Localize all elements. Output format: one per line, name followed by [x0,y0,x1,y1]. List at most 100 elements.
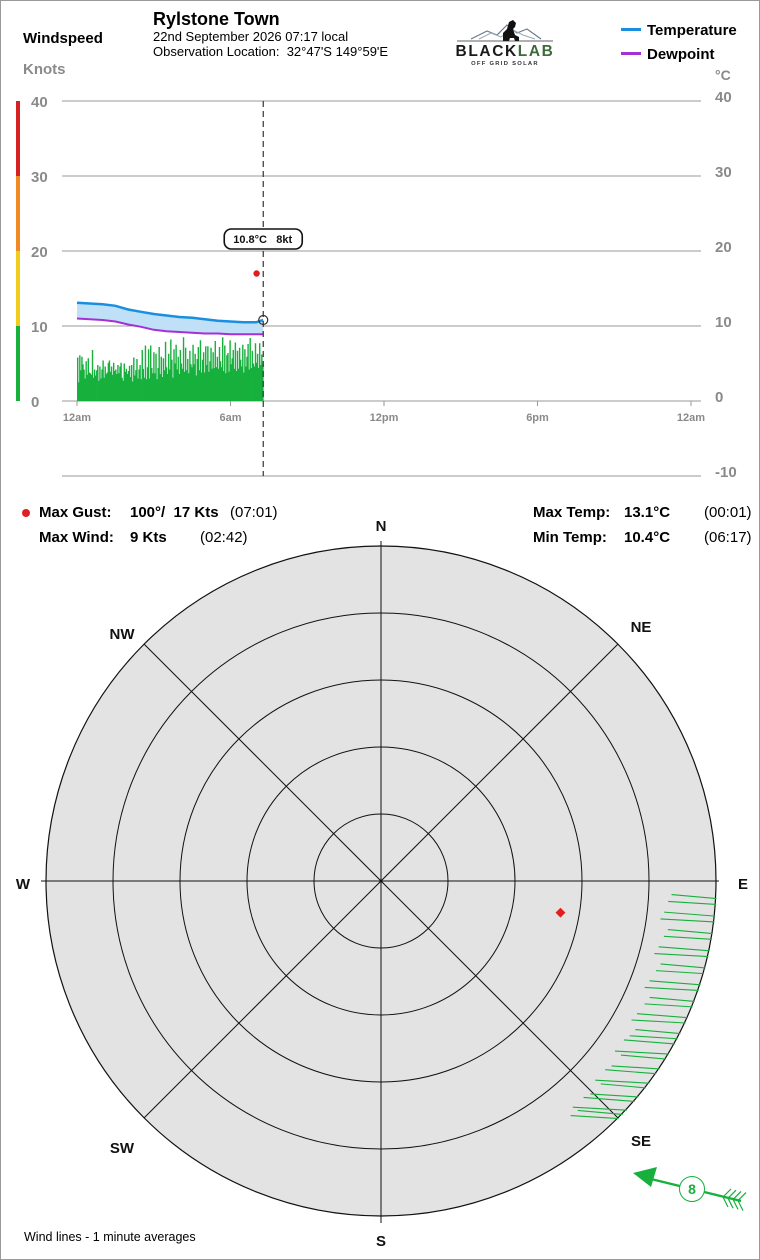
wind-bar-109 [192,344,194,401]
wind-bar-155 [241,366,243,401]
wind-bar-148 [233,368,236,401]
wind-bar-145 [230,364,232,401]
wind-bar-18 [96,370,98,401]
wind-bar-24 [102,360,104,401]
wind-bar-74 [155,353,157,401]
wind-bar-41 [120,362,122,401]
wind-line-17 [629,1035,678,1040]
wind-line-10 [649,980,701,986]
y-right-tick-4: 30 [715,164,732,181]
wind-bar-34 [112,362,115,401]
wind-bar-28 [106,372,109,401]
wind-bar-40 [119,366,121,401]
current-callout-wind: 8kt [276,234,292,246]
wind-bar-142 [227,353,229,401]
wind-bar-92 [174,363,176,401]
y-left-tick-4: 40 [31,94,48,111]
wind-bar-83 [164,341,167,401]
y-left-tick-2: 20 [31,244,48,261]
wind-bar-129 [213,368,215,401]
wind-bar-33 [111,374,114,401]
current-callout-temp: 10.8°C [233,234,267,246]
polar-ring-8 [313,813,449,949]
wind-bar-4 [81,356,83,401]
min-temp-time: (06:17) [704,529,752,546]
wind-bar-162 [248,369,250,401]
wind-line-27 [572,1106,627,1111]
wind-bar-167 [253,366,256,401]
wind-bar-86 [168,353,170,401]
min-temp-label: Min Temp: [533,529,607,546]
wind-bar-95 [177,356,179,401]
wind-bar-99 [181,368,184,401]
x-tick-2: 12pm [370,412,399,424]
wind-bar-80 [161,377,164,401]
wind-bar-1 [78,382,80,401]
wind-bar-42 [121,377,123,401]
date-time: 22nd September 2026 07:17 local [153,29,349,44]
wind-bar-118 [201,359,204,401]
mountain-dog-icon [457,20,553,42]
wind-bar-103 [185,370,188,401]
wind-line-26 [583,1096,635,1102]
wind-bar-31 [109,371,112,401]
logo-name-dark: BLACK [455,43,518,60]
max-gust-point [253,270,260,277]
arrow-fletch-top-2 [732,1190,742,1200]
wind-bar-117 [200,372,203,401]
compass-label-e: E [738,876,748,893]
dewpoint-line [76,317,264,336]
arrow-head [633,1167,657,1187]
wind-bar-23 [101,369,103,401]
y-right-tick-5: 40 [715,89,732,106]
arrow-fletch-top-3 [737,1192,747,1202]
wind-bar-128 [212,352,214,401]
wind-bar-133 [217,368,220,401]
wind-bar-165 [251,350,254,401]
wind-bar-120 [203,372,206,401]
polar-ring-16 [246,746,516,1016]
wind-bar-93 [175,344,177,401]
wind-bar-87 [169,369,171,401]
y-left-tick-0: 0 [31,394,39,411]
max-wind-label: Max Wind: [39,529,114,546]
max-gust-label: Max Gust: [39,504,112,521]
wind-bar-12 [89,373,92,401]
speed-band-0 [16,326,20,401]
wind-bar-173 [260,365,262,401]
wind-bar-139 [224,345,226,401]
compass-label-w: W [16,876,31,893]
wind-bar-90 [172,377,174,401]
wind-bar-27 [105,374,107,401]
wind-bar-8 [85,361,87,401]
wind-line-5 [663,935,712,940]
wind-bar-125 [209,361,211,401]
speed-band-2 [16,176,20,251]
wind-line-15 [631,1019,686,1024]
wind-line-1 [668,900,717,905]
wind-bar-168 [254,343,257,401]
wind-bar-106 [189,350,191,401]
wind-bar-48 [127,371,130,401]
wind-line-18 [623,1039,675,1045]
wind-bar-72 [153,352,155,401]
wind-bar-65 [145,379,148,401]
max-wind-time: (02:42) [200,529,248,546]
wind-bar-61 [141,350,143,401]
wind-bar-150 [235,371,238,401]
wind-bar-11 [88,372,91,401]
wind-bar-76 [157,368,159,401]
wind-bar-151 [236,350,239,401]
wind-bar-60 [140,379,142,401]
time-series-chart: 0 10 20 30 40 -10 0 10 20 30 40 12am 6am 12pm 6pm 12am 1… [16,89,737,481]
arrow-fletch-bottom-3 [737,1200,744,1211]
wind-line-7 [654,953,709,958]
wind-bar-154 [239,359,242,401]
max-gust-time: (07:01) [230,504,278,521]
left-axis-title: Windspeed [23,30,103,47]
wind-bar-161 [247,344,249,401]
wind-bar-147 [232,350,234,401]
wind-bar-141 [226,355,228,401]
wind-bar-52 [132,381,134,401]
wind-bar-143 [228,371,230,401]
